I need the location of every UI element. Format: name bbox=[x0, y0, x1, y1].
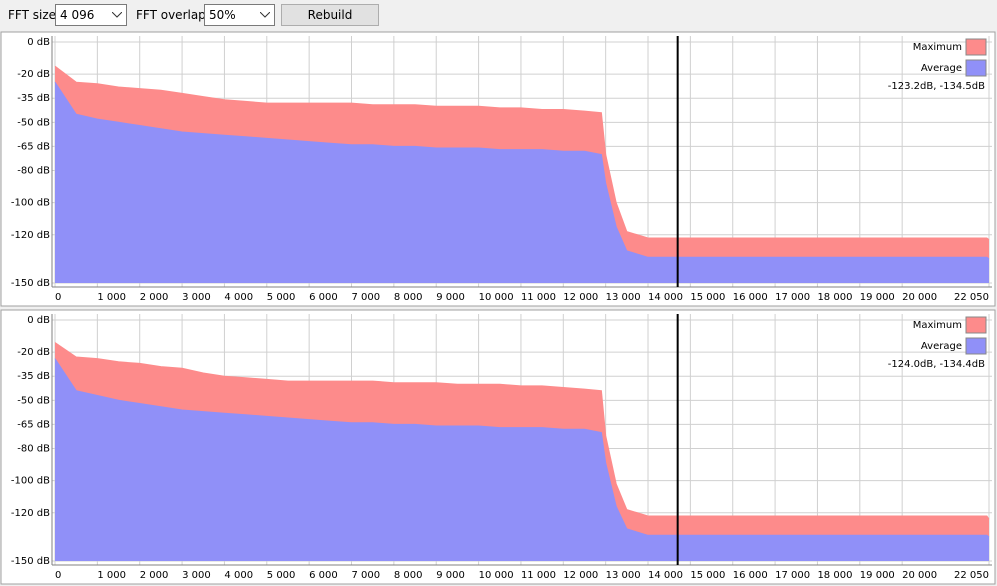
x-tick-label: 18 000 bbox=[817, 292, 852, 303]
x-tick-label: 1 000 bbox=[97, 570, 126, 581]
x-tick-label: 17 000 bbox=[775, 292, 810, 303]
y-tick-label: -80 dB bbox=[17, 444, 50, 455]
y-tick-label: -35 dB bbox=[17, 371, 50, 382]
x-tick-label: 2 000 bbox=[140, 570, 169, 581]
x-tick-label: 15 000 bbox=[690, 292, 725, 303]
legend-swatch bbox=[965, 59, 987, 77]
fft-overlap-select[interactable]: 50% bbox=[204, 4, 275, 26]
x-tick-label: 18 000 bbox=[817, 570, 852, 581]
y-tick-label: -100 dB bbox=[11, 476, 50, 487]
x-tick-label: 13 000 bbox=[606, 292, 641, 303]
fft-size-select[interactable]: 4 096 bbox=[55, 4, 127, 26]
fft-overlap-label: FFT overlap: bbox=[136, 8, 210, 22]
x-tick-label: 11 000 bbox=[521, 570, 556, 581]
legend-swatch bbox=[965, 38, 987, 56]
y-tick-label: -20 dB bbox=[17, 69, 50, 80]
x-tick-label: 14 000 bbox=[648, 292, 683, 303]
x-tick-label: 16 000 bbox=[733, 292, 768, 303]
y-tick-label: -150 dB bbox=[11, 278, 50, 289]
x-tick-label: 19 000 bbox=[860, 292, 895, 303]
dropdown-arrow bbox=[112, 12, 122, 18]
y-tick-label: -65 dB bbox=[17, 419, 50, 430]
x-tick-label: 11 000 bbox=[521, 292, 556, 303]
legend-label: Maximum bbox=[913, 42, 962, 53]
y-tick-label: 0 dB bbox=[27, 37, 50, 48]
area-fill bbox=[55, 82, 989, 283]
x-tick-label: 20 000 bbox=[902, 292, 937, 303]
x-tick-label: 3 000 bbox=[182, 570, 211, 581]
fft-overlap-value: 50% bbox=[209, 8, 236, 22]
x-tick-label: 9 000 bbox=[436, 292, 465, 303]
x-tick-label: 17 000 bbox=[775, 570, 810, 581]
x-tick-label: 4 000 bbox=[224, 570, 253, 581]
fft-size-label: FFT size: bbox=[8, 8, 61, 22]
y-tick-label: -35 dB bbox=[17, 93, 50, 104]
y-tick-label: -100 dB bbox=[11, 198, 50, 209]
y-tick-label: -150 dB bbox=[11, 556, 50, 567]
x-tick-label: 14 000 bbox=[648, 570, 683, 581]
x-tick-label: 6 000 bbox=[309, 570, 338, 581]
legend-label: Maximum bbox=[913, 320, 962, 331]
x-tick-label: 6 000 bbox=[309, 292, 338, 303]
x-tick-label: 15 000 bbox=[690, 570, 725, 581]
cursor-readout: -124.0dB, -134.4dB bbox=[888, 359, 985, 370]
x-tick-label: 4 000 bbox=[224, 292, 253, 303]
rebuild-button[interactable]: Rebuild bbox=[281, 4, 379, 26]
x-tick-label: 7 000 bbox=[352, 570, 381, 581]
legend-swatch bbox=[965, 337, 987, 355]
y-tick-label: -20 dB bbox=[17, 347, 50, 358]
x-tick-label: 10 000 bbox=[479, 292, 514, 303]
x-tick-label: 12 000 bbox=[563, 292, 598, 303]
legend-swatch bbox=[965, 316, 987, 334]
x-tick-label: 8 000 bbox=[394, 570, 423, 581]
x-tick-label: 7 000 bbox=[352, 292, 381, 303]
spectrum-chart: 0 dB -20 dB -35 dB -50 dB -65 dB -80 dB -100 d… bbox=[0, 309, 996, 585]
x-tick-label: 5 000 bbox=[267, 292, 296, 303]
x-tick-label: 2 000 bbox=[140, 292, 169, 303]
dropdown-arrow bbox=[260, 12, 270, 18]
x-tick-label: 8 000 bbox=[394, 292, 423, 303]
y-tick-label: -65 dB bbox=[17, 141, 50, 152]
area-outline bbox=[54, 358, 990, 538]
y-tick-label: -50 dB bbox=[17, 395, 50, 406]
x-tick-label: 5 000 bbox=[267, 570, 296, 581]
y-tick-label: 0 dB bbox=[27, 315, 50, 326]
x-tick-label: 22 050 bbox=[954, 292, 989, 303]
x-tick-label: 19 000 bbox=[860, 570, 895, 581]
area-outline bbox=[54, 342, 990, 520]
x-tick-label: 1 000 bbox=[97, 292, 126, 303]
x-tick-label: 12 000 bbox=[563, 570, 598, 581]
legend-label: Average bbox=[921, 63, 962, 74]
cursor-readout: -123.2dB, -134.5dB bbox=[888, 81, 985, 92]
legend-label: Average bbox=[921, 341, 962, 352]
area-fill bbox=[55, 358, 989, 561]
y-tick-label: -120 dB bbox=[11, 230, 50, 241]
x-tick-label: 16 000 bbox=[733, 570, 768, 581]
x-tick-label: 0 bbox=[55, 570, 61, 581]
y-tick-label: -50 dB bbox=[17, 117, 50, 128]
y-tick-label: -120 dB bbox=[11, 508, 50, 519]
fft-size-value: 4 096 bbox=[60, 8, 95, 22]
x-tick-label: 10 000 bbox=[479, 570, 514, 581]
spectrum-chart: 0 dB -20 dB -35 dB -50 dB -65 dB -80 dB -100 d… bbox=[0, 31, 996, 307]
area-outline bbox=[54, 81, 990, 260]
x-tick-label: 0 bbox=[55, 292, 61, 303]
x-tick-label: 22 050 bbox=[954, 570, 989, 581]
x-tick-label: 20 000 bbox=[902, 570, 937, 581]
x-tick-label: 13 000 bbox=[606, 570, 641, 581]
y-tick-label: -80 dB bbox=[17, 166, 50, 177]
x-tick-label: 9 000 bbox=[436, 570, 465, 581]
area-outline bbox=[54, 65, 990, 240]
x-tick-label: 3 000 bbox=[182, 292, 211, 303]
